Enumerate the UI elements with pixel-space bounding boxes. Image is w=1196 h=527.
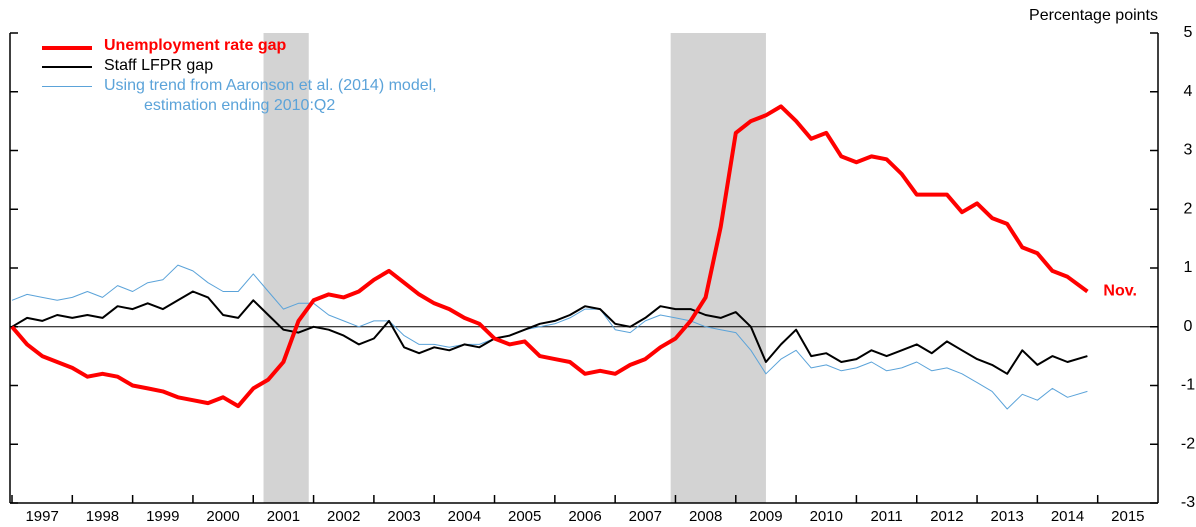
y-tick-label: -1 <box>1181 377 1195 394</box>
x-tick-label: 2008 <box>689 508 722 525</box>
y-tick-label: 4 <box>1184 83 1193 100</box>
y-tick-label: 1 <box>1184 259 1193 276</box>
x-tick-label: 2007 <box>629 508 662 525</box>
x-tick-label: 2015 <box>1111 508 1144 525</box>
x-tick-label: 1997 <box>25 508 58 525</box>
series-line <box>10 104 1089 409</box>
series-line <box>11 264 1088 410</box>
x-tick-label: 1998 <box>86 508 119 525</box>
y-tick-label: 3 <box>1184 142 1193 159</box>
recession-shade <box>263 33 309 503</box>
legend-entry: Unemployment rate gap <box>42 36 437 56</box>
legend-label: Unemployment rate gap <box>104 37 287 54</box>
x-tick-label: 2005 <box>508 508 541 525</box>
x-tick-label: 2013 <box>991 508 1024 525</box>
y-tick-label: 0 <box>1184 318 1193 335</box>
x-tick-label: 2011 <box>870 508 902 525</box>
series-line <box>11 290 1088 375</box>
y-tick-label: -3 <box>1181 494 1195 511</box>
x-tick-label: 2010 <box>810 508 843 525</box>
legend-entry: Using trend from Aaronson et al. (2014) … <box>42 76 437 116</box>
x-tick-label: 2006 <box>568 508 601 525</box>
x-tick-label: 2001 <box>267 508 300 525</box>
legend-swatch <box>42 86 92 87</box>
x-tick-label: 1999 <box>146 508 179 525</box>
legend-entry: Staff LFPR gap <box>42 56 437 76</box>
annotation: Nov. <box>1103 283 1136 300</box>
legend-label: Staff LFPR gap <box>104 57 214 74</box>
x-tick-label: 2009 <box>749 508 782 525</box>
legend-label: Using trend from Aaronson et al. (2014) … <box>104 77 437 114</box>
legend-swatch <box>42 46 92 50</box>
x-tick-label: 2003 <box>387 508 420 525</box>
y-axis-label: Percentage points <box>1029 7 1158 24</box>
legend-swatch <box>42 66 92 68</box>
y-tick-label: 2 <box>1184 200 1193 217</box>
x-tick-label: 2004 <box>448 508 481 525</box>
recession-shade <box>670 33 766 503</box>
x-tick-label: 2002 <box>327 508 360 525</box>
y-tick-label: 5 <box>1184 24 1193 41</box>
y-tick-label: -2 <box>1181 435 1195 452</box>
x-tick-label: 2000 <box>206 508 239 525</box>
legend: Unemployment rate gap Staff LFPR gap Using… <box>42 36 437 116</box>
x-tick-label: 2014 <box>1051 508 1084 525</box>
x-tick-label: 2012 <box>930 508 963 525</box>
